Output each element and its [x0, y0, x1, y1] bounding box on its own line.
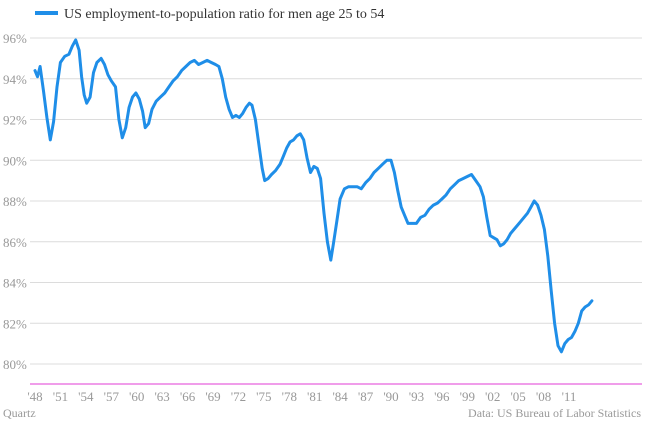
x-tick-label: '93 [409, 389, 424, 404]
x-tick-label: '63 [154, 389, 169, 404]
legend: US employment-to-population ratio for me… [35, 7, 384, 22]
x-tick-label: '54 [78, 389, 94, 404]
footer-source: Quartz [3, 406, 36, 420]
x-tick-label: '08 [536, 389, 551, 404]
x-tick-label: '75 [256, 389, 271, 404]
x-axis: '48 '51 '54 '57 '60 '63 '66 '69 '72 '75 '78 '81 '84 '… [27, 389, 576, 404]
gridlines [30, 37, 642, 365]
y-tick-label: 80% [3, 357, 27, 372]
x-tick-label: '90 [383, 389, 398, 404]
x-tick-label: '66 [180, 389, 196, 404]
x-tick-label: '69 [205, 389, 220, 404]
x-tick-label: '99 [460, 389, 475, 404]
y-tick-label: 92% [3, 113, 27, 128]
x-tick-label: '48 [27, 389, 42, 404]
x-tick-label: '78 [282, 389, 297, 404]
x-tick-label: '81 [307, 389, 322, 404]
footer-credit: Data: US Bureau of Labor Statistics [468, 406, 641, 420]
y-axis: 96% 94% 92% 90% 88% 86% 84% 82% 80% [3, 31, 27, 372]
x-tick-label: '84 [332, 389, 348, 404]
y-tick-label: 88% [3, 194, 27, 209]
y-tick-label: 90% [3, 153, 27, 168]
x-tick-label: '87 [358, 389, 374, 404]
y-tick-label: 86% [3, 235, 27, 250]
x-tick-label: '96 [434, 389, 450, 404]
series-line-employment-ratio [33, 38, 594, 354]
legend-label: US employment-to-population ratio for me… [64, 7, 384, 22]
y-tick-label: 94% [3, 72, 27, 87]
x-tick-label: '51 [53, 389, 68, 404]
x-tick-label: '72 [231, 389, 246, 404]
y-tick-label: 82% [3, 316, 27, 331]
x-tick-label: '11 [562, 389, 577, 404]
y-tick-label: 96% [3, 31, 27, 46]
x-tick-label: '02 [485, 389, 500, 404]
x-tick-label: '57 [104, 389, 120, 404]
y-tick-label: 84% [3, 276, 27, 291]
x-tick-label: '60 [129, 389, 144, 404]
x-tick-label: '05 [510, 389, 525, 404]
